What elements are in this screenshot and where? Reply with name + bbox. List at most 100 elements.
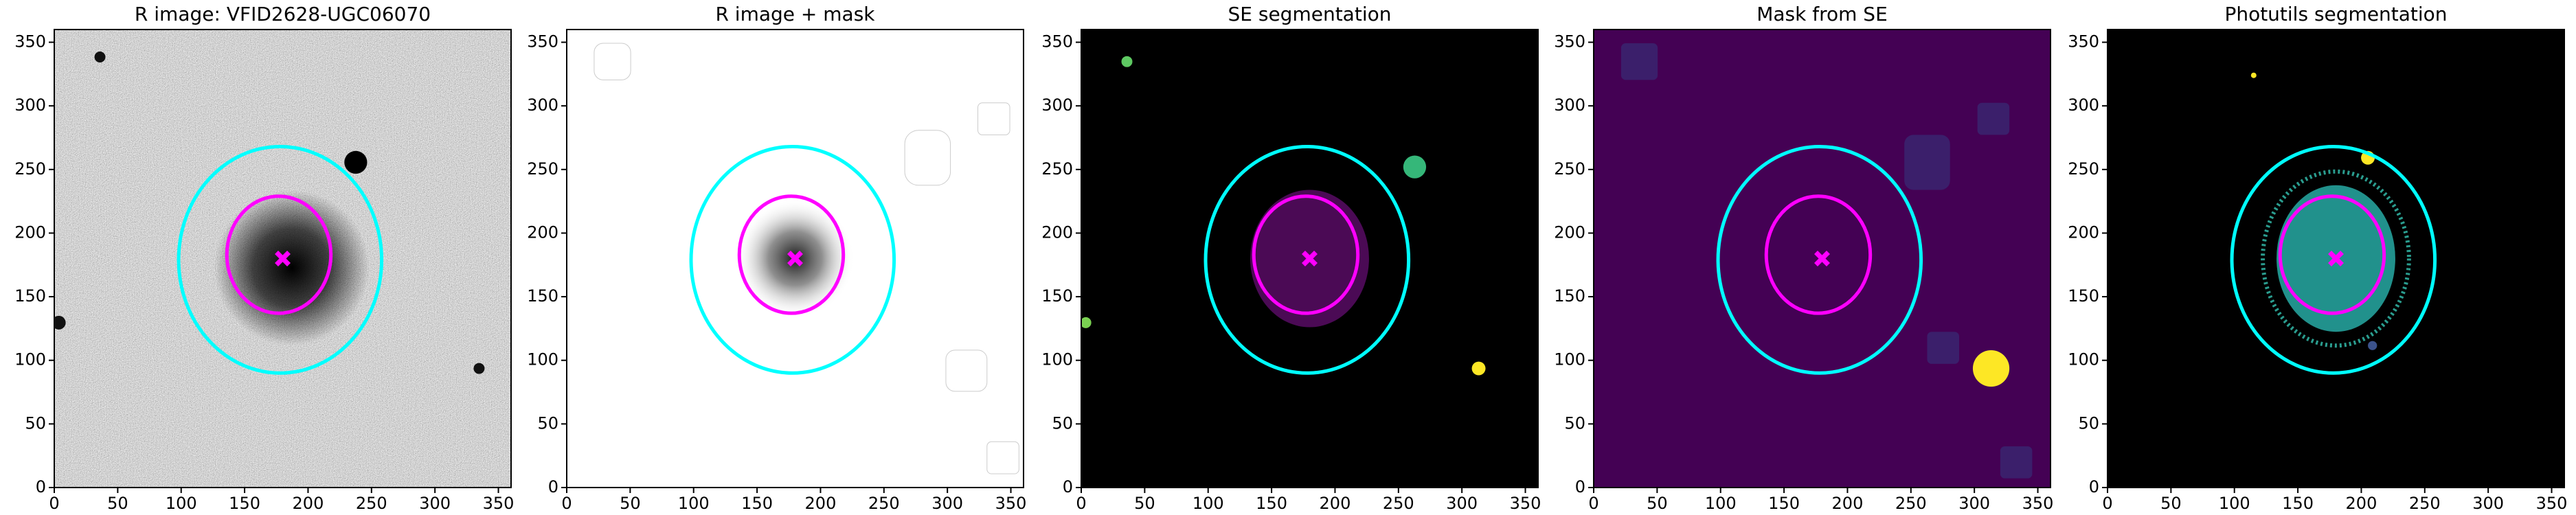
panel-title: R image + mask bbox=[715, 3, 875, 25]
x-tick-label: 250 bbox=[2409, 494, 2441, 513]
aperture-ellipse bbox=[737, 194, 846, 315]
panel-title: R image: VFID2628-UGC06070 bbox=[135, 3, 431, 25]
x-tick-label: 100 bbox=[2219, 494, 2250, 513]
y-tick-label: 200 bbox=[1554, 222, 1585, 242]
y-tick-label: 300 bbox=[2068, 95, 2099, 115]
x-tick-label: 200 bbox=[805, 494, 837, 513]
image-feature bbox=[473, 363, 485, 374]
y-tick-label: 0 bbox=[2089, 477, 2099, 496]
y-tick-label: 250 bbox=[527, 159, 558, 179]
image-feature bbox=[1403, 155, 1427, 179]
x-tick-label: 100 bbox=[1193, 494, 1224, 513]
y-tick-label: 100 bbox=[527, 350, 558, 369]
x-tick-label: 300 bbox=[1958, 494, 1990, 513]
axes-frame bbox=[1593, 29, 2051, 488]
image-feature bbox=[2250, 72, 2257, 78]
image-feature bbox=[2000, 446, 2033, 479]
x-tick-label: 150 bbox=[2282, 494, 2314, 513]
aperture-ellipse bbox=[177, 144, 384, 375]
y-tick-label: 50 bbox=[537, 413, 558, 433]
y-tick-label: 300 bbox=[527, 95, 558, 115]
y-tick-label: 0 bbox=[1063, 477, 1073, 496]
image-feature bbox=[904, 130, 951, 186]
x-tick-label: 300 bbox=[419, 494, 451, 513]
center-marker bbox=[787, 251, 803, 266]
image-feature bbox=[94, 52, 106, 62]
panel-title: Mask from SE bbox=[1756, 3, 1888, 25]
x-tick-label: 150 bbox=[1256, 494, 1287, 513]
y-tick-label: 250 bbox=[1041, 159, 1073, 179]
image-feature bbox=[54, 315, 66, 330]
image-feature bbox=[2261, 169, 2411, 348]
aperture-ellipse bbox=[225, 194, 333, 315]
image-feature bbox=[594, 43, 631, 80]
x-tick-label: 0 bbox=[2102, 494, 2112, 513]
x-tick-label: 250 bbox=[356, 494, 387, 513]
x-tick-label: 100 bbox=[1705, 494, 1737, 513]
y-tick-label: 150 bbox=[1554, 286, 1585, 306]
x-tick-label: 100 bbox=[678, 494, 710, 513]
x-tick-label: 250 bbox=[868, 494, 900, 513]
image-feature bbox=[1972, 350, 2010, 387]
x-tick-label: 300 bbox=[931, 494, 963, 513]
x-tick-label: 50 bbox=[620, 494, 641, 513]
x-tick-label: 150 bbox=[1768, 494, 1800, 513]
axes-frame bbox=[2107, 29, 2565, 488]
x-tick-label: 200 bbox=[1832, 494, 1864, 513]
image-panel bbox=[2108, 30, 2564, 488]
axes-frame bbox=[54, 29, 512, 488]
image-feature bbox=[1620, 43, 1658, 80]
aperture-ellipse bbox=[2230, 144, 2437, 375]
x-tick-label: 350 bbox=[2022, 494, 2054, 513]
x-tick-label: 200 bbox=[293, 494, 324, 513]
x-tick-label: 50 bbox=[1647, 494, 1668, 513]
x-tick-label: 0 bbox=[1588, 494, 1598, 513]
y-tick-label: 100 bbox=[14, 350, 46, 369]
y-tick-label: 100 bbox=[2068, 350, 2099, 369]
y-tick-label: 150 bbox=[1041, 286, 1073, 306]
center-marker bbox=[1302, 251, 1318, 266]
y-tick-label: 150 bbox=[2068, 286, 2099, 306]
y-tick-label: 200 bbox=[14, 222, 46, 242]
image-panel bbox=[54, 30, 511, 488]
panel-title: Photutils segmentation bbox=[2224, 3, 2447, 25]
y-tick-label: 250 bbox=[14, 159, 46, 179]
y-tick-label: 0 bbox=[1575, 477, 1585, 496]
axes-frame bbox=[566, 29, 1024, 488]
y-tick-label: 200 bbox=[2068, 222, 2099, 242]
y-tick-label: 350 bbox=[527, 32, 558, 52]
aperture-ellipse bbox=[689, 144, 896, 375]
y-tick-label: 100 bbox=[1554, 350, 1585, 369]
image-feature bbox=[978, 102, 1010, 135]
y-tick-label: 350 bbox=[2068, 32, 2099, 52]
x-tick-label: 150 bbox=[741, 494, 773, 513]
image-feature bbox=[945, 350, 988, 392]
y-tick-label: 250 bbox=[2068, 159, 2099, 179]
image-panel bbox=[1594, 30, 2050, 488]
x-tick-label: 300 bbox=[1446, 494, 1478, 513]
y-tick-label: 150 bbox=[527, 286, 558, 306]
x-tick-label: 350 bbox=[2536, 494, 2568, 513]
y-tick-label: 200 bbox=[527, 222, 558, 242]
center-marker bbox=[1814, 251, 1830, 266]
x-tick-label: 300 bbox=[2472, 494, 2504, 513]
x-tick-label: 200 bbox=[1320, 494, 1351, 513]
image-feature bbox=[986, 441, 1019, 474]
x-tick-label: 0 bbox=[49, 494, 59, 513]
y-tick-label: 50 bbox=[1052, 413, 1073, 433]
y-tick-label: 300 bbox=[14, 95, 46, 115]
y-tick-label: 50 bbox=[2078, 413, 2099, 433]
x-tick-label: 100 bbox=[166, 494, 197, 513]
x-tick-label: 250 bbox=[1895, 494, 1927, 513]
aperture-ellipse bbox=[1204, 144, 1411, 375]
y-tick-label: 0 bbox=[36, 477, 46, 496]
aperture-ellipse bbox=[1764, 194, 1873, 315]
x-tick-label: 0 bbox=[561, 494, 572, 513]
y-tick-label: 100 bbox=[1041, 350, 1073, 369]
y-tick-label: 50 bbox=[25, 413, 46, 433]
y-tick-label: 350 bbox=[14, 32, 46, 52]
image-feature bbox=[214, 190, 370, 345]
image-feature bbox=[1927, 332, 1959, 364]
x-tick-label: 50 bbox=[107, 494, 128, 513]
